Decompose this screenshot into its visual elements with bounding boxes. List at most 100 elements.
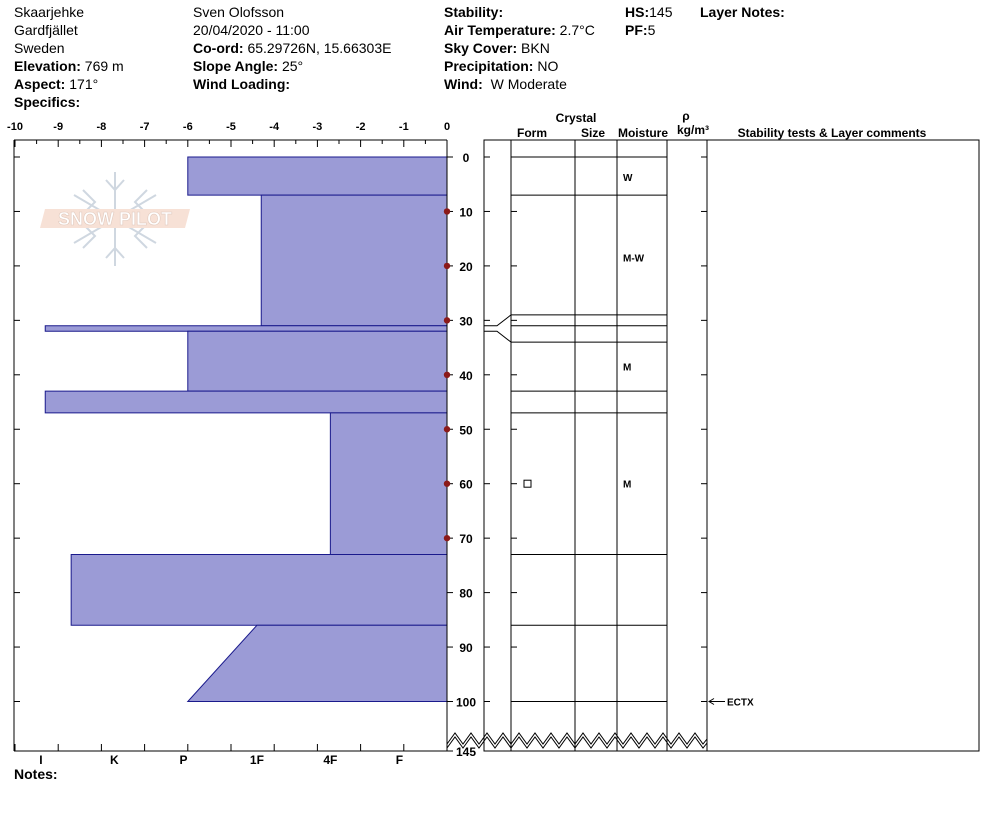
layer-table-frame	[483, 139, 980, 752]
hardness-tick-label: 4F	[323, 753, 337, 767]
logo-text: SNOW PILOT	[58, 209, 172, 229]
hardness-bar	[44, 390, 448, 414]
temperature-tick-label: -9	[53, 121, 63, 133]
hardness-bar	[70, 553, 448, 626]
hs-row: HS:145	[625, 3, 672, 21]
temperature-point	[443, 262, 451, 270]
size-header: Size	[581, 126, 605, 140]
coord-label: Co-ord:	[193, 40, 244, 56]
pf-label: PF:	[625, 22, 648, 38]
sky-row: Sky Cover: BKN	[444, 39, 550, 57]
country: Sweden	[14, 40, 65, 56]
hs-value: 145	[649, 4, 673, 20]
depth-break-zigzag	[446, 732, 708, 745]
temperature-point	[443, 426, 451, 433]
moisture-header: Moisture	[618, 126, 668, 140]
temperature-tick-label: -6	[183, 121, 193, 133]
moisture-label: M	[623, 363, 631, 374]
pf-value: 5	[647, 22, 656, 38]
depth-tick-label: 80	[459, 587, 473, 601]
depth-tick-label: 40	[459, 369, 473, 383]
temperature-tick-label: -1	[399, 121, 409, 133]
air-temp-row: Air Temperature: 2.7°C	[444, 21, 595, 39]
moisture-label: W	[623, 173, 633, 184]
wind-loading-label: Wind Loading:	[193, 76, 291, 92]
moisture-label: M-W	[623, 254, 645, 265]
air-temp-label: Air Temperature:	[444, 22, 556, 38]
density-symbol-header: ρ	[682, 109, 689, 123]
depth-tick-label: 20	[459, 260, 473, 274]
slope-value: 25°	[281, 58, 304, 74]
depth-tick-label: 30	[459, 314, 473, 328]
temperature-tick-label: -3	[313, 121, 323, 133]
precip-row: Precipitation: NO	[444, 57, 558, 75]
logo-banner	[40, 209, 190, 228]
wind-row: Wind: W Moderate	[444, 75, 567, 93]
slope-row: Slope Angle: 25°	[193, 57, 303, 75]
density-unit-header: kg/m³	[677, 123, 709, 137]
temperature-point	[443, 480, 451, 487]
depth-tick-label: 145	[456, 745, 476, 759]
hardness-bar	[44, 325, 448, 332]
moisture-label: M	[623, 480, 631, 491]
depth-tick-label: 50	[459, 423, 473, 437]
hardness-tick-label: I	[39, 753, 42, 767]
hardness-bar	[187, 156, 448, 196]
form-header: Form	[517, 126, 547, 140]
stability-test-arrowhead	[708, 698, 715, 705]
depth-tick-label: 100	[456, 696, 476, 710]
hardness-tick-label: K	[110, 753, 119, 767]
depth-tick-label: 70	[459, 532, 473, 546]
depth-tick-label: 10	[459, 205, 473, 219]
mountain-range: Gardfjället	[14, 22, 78, 38]
sky-value: BKN	[521, 40, 550, 56]
aspect-row: Aspect: 171°	[14, 75, 98, 93]
crystal-square-icon	[523, 479, 532, 488]
hardness-tick-label: 1F	[250, 753, 264, 767]
aspect-label: Aspect:	[14, 76, 66, 92]
hardness-bar	[187, 330, 448, 392]
notes-label: Notes:	[14, 766, 58, 782]
comments-header: Stability tests & Layer comments	[738, 126, 927, 140]
hardness-tick-label: F	[396, 753, 403, 767]
layer-connector-line	[484, 330, 512, 343]
depth-tick-label: 90	[459, 641, 473, 655]
hardness-bar	[329, 412, 448, 555]
coord-value: 65.29726N, 15.66303E	[247, 40, 392, 56]
temperature-point	[443, 317, 451, 324]
depth-tick-label: 0	[463, 151, 470, 165]
temperature-tick-label: -5	[226, 121, 236, 133]
hs-label: HS:	[625, 4, 650, 20]
stability-test-label: ECTX	[727, 698, 754, 709]
crystal-header: Crystal	[556, 111, 597, 125]
stability-label: Stability:	[444, 4, 504, 20]
depth-break-zigzag-lower	[446, 736, 708, 749]
slope-label: Slope Angle:	[193, 58, 279, 74]
coord-row: Co-ord: 65.29726N, 15.66303E	[193, 39, 391, 57]
depth-tick-label: 60	[459, 478, 473, 492]
specifics-label: Specifics:	[14, 94, 81, 110]
air-temp-value: 2.7°C	[559, 22, 595, 38]
aspect-value: 171°	[69, 76, 99, 92]
location-name: Skaarjehke	[14, 4, 85, 20]
precip-label: Precipitation:	[444, 58, 534, 74]
temperature-tick-label: -4	[269, 121, 280, 133]
layer-notes-label: Layer Notes:	[700, 4, 785, 20]
temperature-point	[443, 208, 451, 215]
layer-connector-line	[484, 314, 512, 327]
hardness-bar	[186, 624, 448, 702]
snowpilot-logo: SNOW PILOT	[40, 172, 190, 266]
hardness-tick-label: P	[179, 753, 187, 767]
temperature-point	[443, 371, 451, 378]
temperature-tick-label: 0	[444, 121, 450, 133]
temperature-tick-label: -10	[7, 121, 23, 133]
elevation-value: 769 m	[84, 58, 124, 74]
hardness-bar	[260, 194, 448, 327]
wind-label: Wind:	[444, 76, 483, 92]
temperature-tick-label: -7	[140, 121, 150, 133]
pf-row: PF:5	[625, 21, 655, 39]
datetime: 20/04/2020 - 11:00	[193, 22, 310, 38]
elevation-row: Elevation: 769 m	[14, 57, 124, 75]
sky-label: Sky Cover:	[444, 40, 518, 56]
